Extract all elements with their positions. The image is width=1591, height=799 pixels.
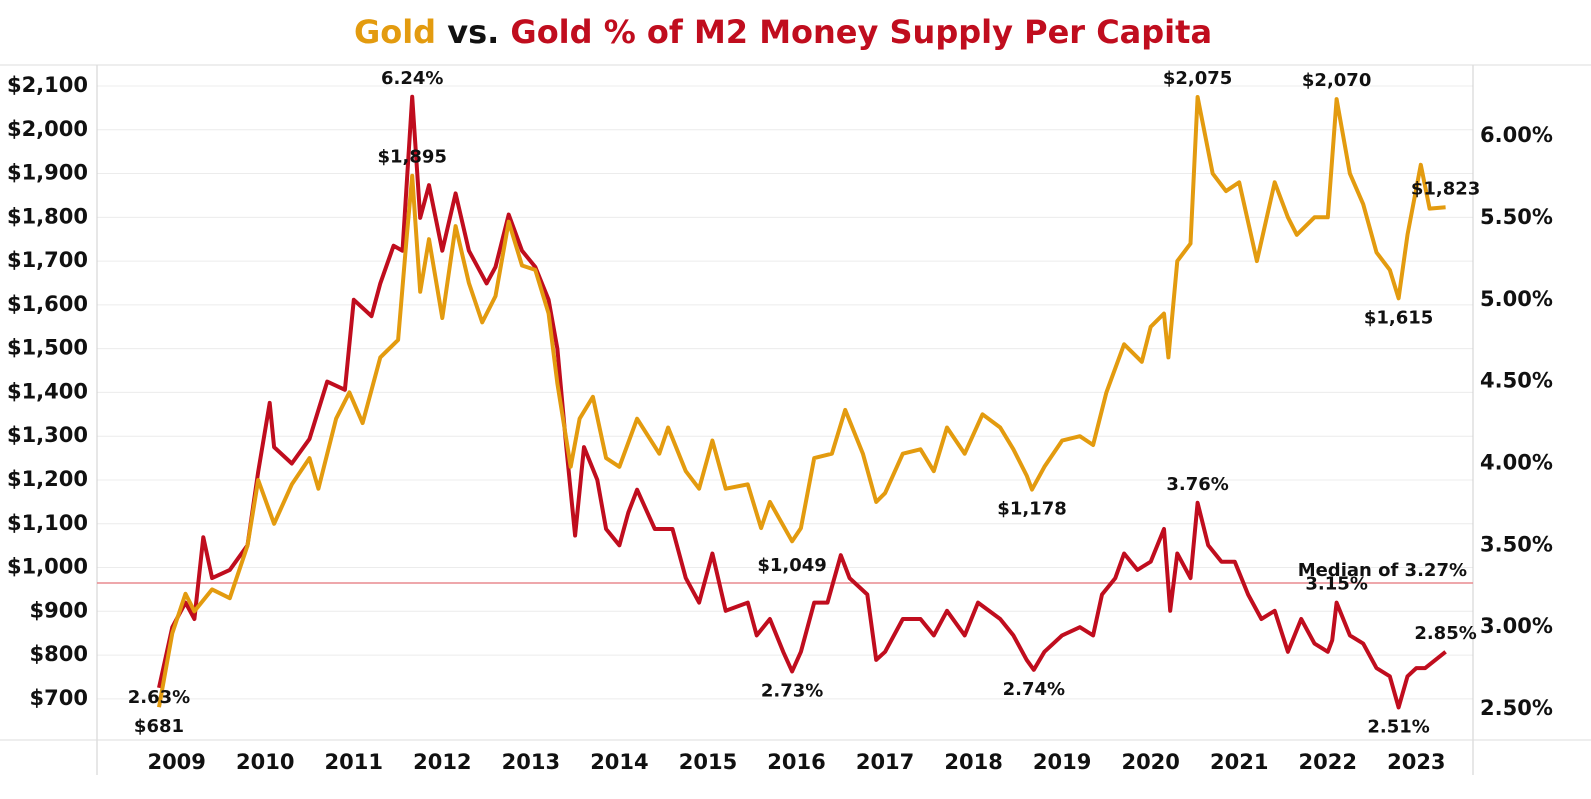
y2-tick-label: 5.50% xyxy=(1480,205,1553,229)
x-tick-label: 2013 xyxy=(502,750,560,774)
data-label: 3.15% xyxy=(1305,574,1367,595)
series-line xyxy=(157,94,1447,710)
data-label: $2,070 xyxy=(1302,70,1371,91)
chart-title: Gold vs. Gold % of M2 Money Supply Per C… xyxy=(354,13,1212,51)
data-label: $1,049 xyxy=(757,555,826,576)
y2-tick-label: 3.00% xyxy=(1480,614,1553,638)
y-tick-label: $1,400 xyxy=(7,379,88,403)
series-line xyxy=(157,95,1446,708)
y-tick-label: $700 xyxy=(30,686,88,710)
y-tick-label: $2,100 xyxy=(7,73,88,97)
data-label: $1,895 xyxy=(377,147,446,168)
title-connector: vs. xyxy=(447,13,499,51)
y2-tick-label: 2.50% xyxy=(1480,696,1553,720)
x-tick-label: 2019 xyxy=(1033,750,1091,774)
x-tick-label: 2021 xyxy=(1210,750,1268,774)
y2-tick-label: 6.00% xyxy=(1480,123,1553,147)
y-tick-label: $1,900 xyxy=(7,161,88,185)
title-ratio: Gold % of M2 Money Supply Per Capita xyxy=(510,13,1212,51)
x-tick-label: 2009 xyxy=(147,750,205,774)
data-label: 2.51% xyxy=(1367,716,1429,737)
data-label: $1,178 xyxy=(997,499,1066,520)
x-tick-label: 2018 xyxy=(944,750,1002,774)
y-tick-label: $800 xyxy=(30,642,88,666)
y-tick-label: $1,700 xyxy=(7,248,88,272)
y2-tick-label: 3.50% xyxy=(1480,532,1553,556)
y-tick-label: $1,100 xyxy=(7,511,88,535)
y-tick-label: $1,500 xyxy=(7,336,88,360)
title-gold: Gold xyxy=(354,13,436,51)
x-tick-label: 2023 xyxy=(1387,750,1445,774)
data-label: $1,823 xyxy=(1411,178,1480,199)
y2-tick-label: 4.00% xyxy=(1480,450,1553,474)
data-label: $2,075 xyxy=(1163,68,1232,89)
x-tick-label: 2017 xyxy=(856,750,914,774)
y-tick-label: $1,000 xyxy=(7,555,88,579)
median-label: Median of 3.27% xyxy=(1298,560,1467,581)
x-tick-label: 2014 xyxy=(590,750,648,774)
x-tick-label: 2011 xyxy=(325,750,383,774)
data-label: 2.73% xyxy=(761,680,823,701)
x-tick-label: 2015 xyxy=(679,750,737,774)
x-tick-label: 2012 xyxy=(413,750,471,774)
y2-tick-label: 4.50% xyxy=(1480,369,1553,393)
x-tick-label: 2020 xyxy=(1121,750,1179,774)
data-label: 2.63% xyxy=(128,687,190,708)
y-tick-label: $1,800 xyxy=(7,204,88,228)
y2-tick-label: 5.00% xyxy=(1480,287,1553,311)
data-label: $681 xyxy=(134,716,184,737)
data-label: 6.24% xyxy=(381,68,443,89)
y-tick-label: $1,600 xyxy=(7,292,88,316)
y-tick-label: $900 xyxy=(30,598,88,622)
x-tick-label: 2022 xyxy=(1299,750,1357,774)
data-label: $1,615 xyxy=(1364,307,1433,328)
y-tick-label: $2,000 xyxy=(7,117,88,141)
y-tick-label: $1,300 xyxy=(7,423,88,447)
data-label: 2.74% xyxy=(1003,679,1065,700)
data-label: 2.85% xyxy=(1414,623,1476,644)
x-tick-label: 2010 xyxy=(236,750,294,774)
data-label: 3.76% xyxy=(1166,474,1228,495)
x-tick-label: 2016 xyxy=(767,750,825,774)
y-tick-label: $1,200 xyxy=(7,467,88,491)
